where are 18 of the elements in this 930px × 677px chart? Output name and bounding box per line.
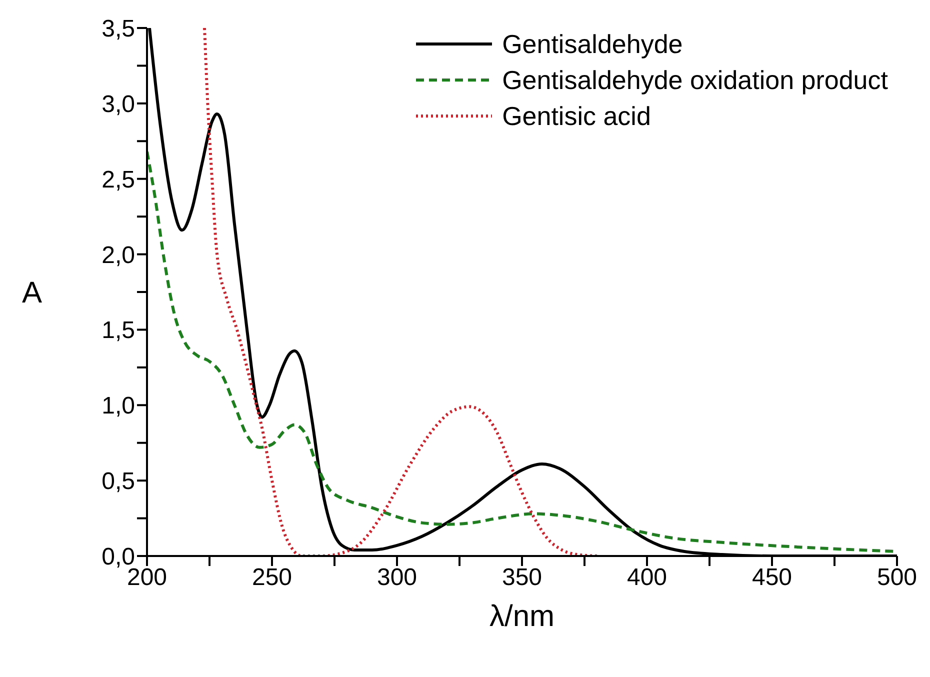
- legend-label: Gentisaldehyde: [502, 28, 683, 60]
- x-tick-label: 250: [252, 564, 292, 592]
- y-tick-label: 1,5: [102, 317, 135, 344]
- x-tick-label: 500: [876, 564, 918, 592]
- y-tick-label: 2,5: [102, 166, 135, 194]
- y-tick-label: 1,0: [102, 392, 135, 420]
- x-axis-title: λ/nm: [489, 600, 555, 633]
- y-tick-label: 2,0: [102, 242, 135, 269]
- legend-label: Gentisic acid: [502, 100, 651, 132]
- y-axis-title: A: [22, 276, 42, 310]
- y-tick-label: 0,5: [102, 468, 135, 496]
- x-tick-label: 350: [502, 564, 542, 592]
- x-tick-label: 300: [376, 564, 418, 592]
- legend-label: Gentisaldehyde oxidation product: [502, 64, 888, 96]
- y-tick-label: 3,0: [102, 90, 135, 118]
- x-tick-label: 400: [626, 564, 668, 592]
- y-tick-label: 3,5: [102, 16, 135, 43]
- x-tick-label: 450: [752, 564, 792, 592]
